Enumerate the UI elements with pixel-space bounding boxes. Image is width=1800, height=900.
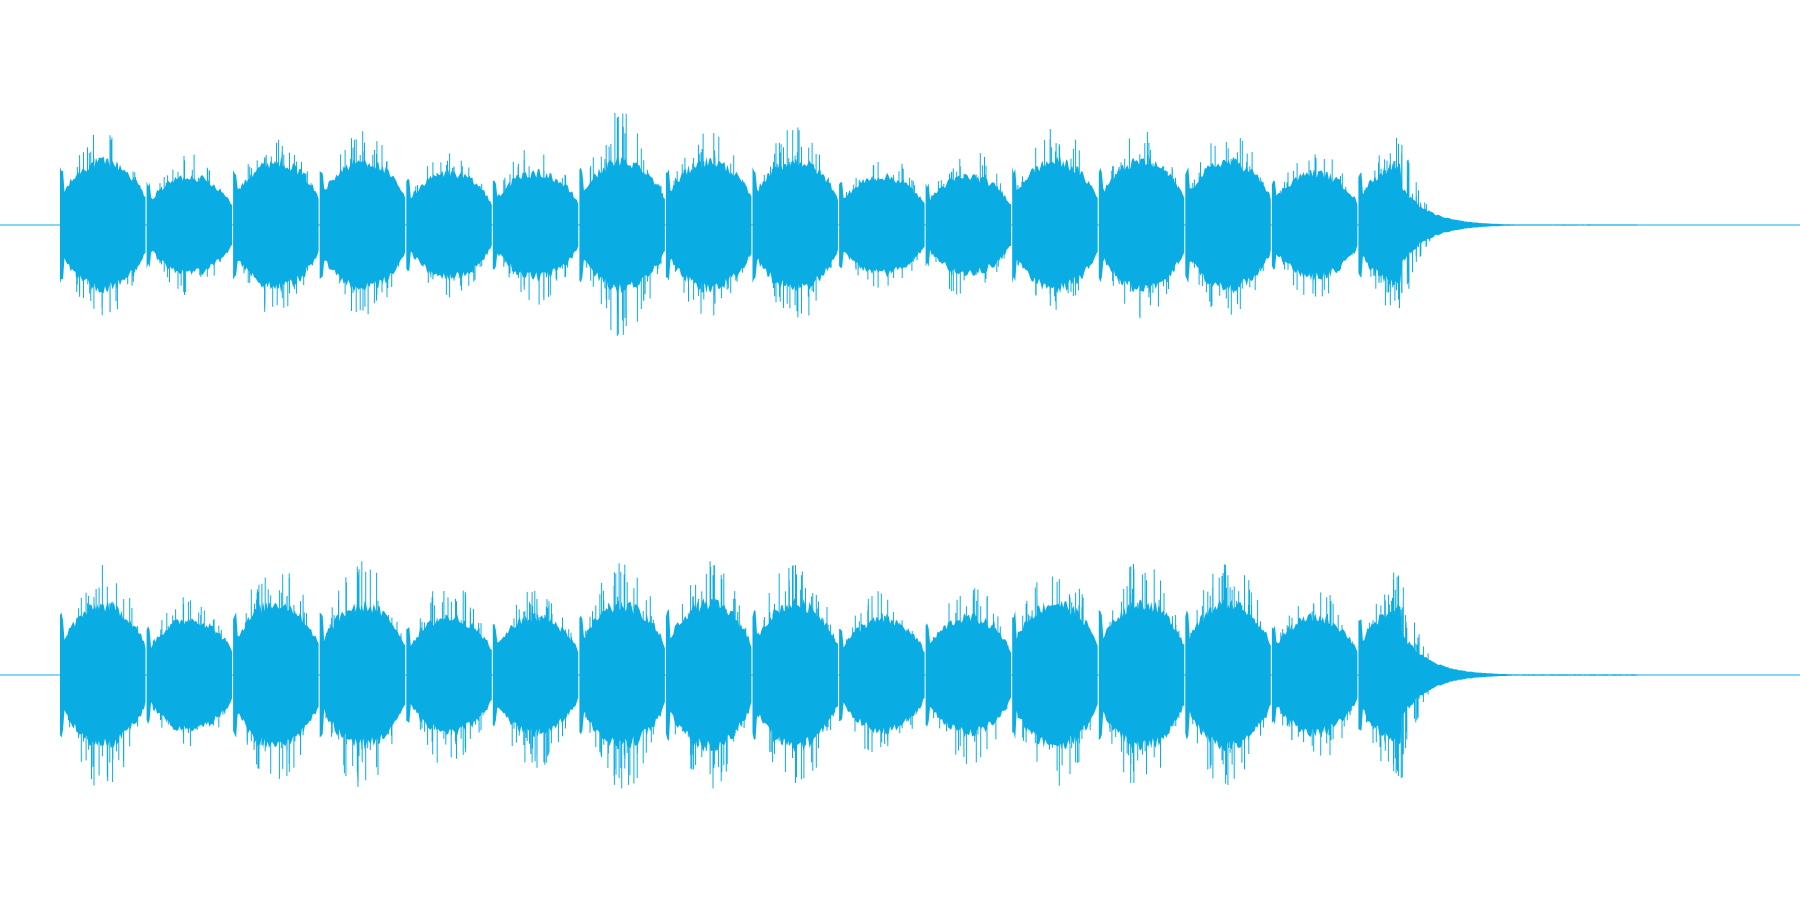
waveform-burst [665,133,752,316]
waveform-burst [492,150,579,305]
waveform-burst [1358,137,1638,309]
waveform-burst [60,565,146,786]
waveform-burst [752,127,838,318]
waveform-channel-top [0,112,1800,336]
waveform-burst [925,153,1012,295]
waveform-burst [925,588,1012,764]
waveform-burst [60,134,146,316]
waveform-burst [492,590,579,768]
waveform-burst [839,162,925,288]
waveform-burst [1012,576,1098,786]
waveform-burst [1185,138,1271,315]
waveform-burst [319,561,406,787]
waveform-envelope [233,156,319,294]
waveform-envelope [1098,599,1185,751]
waveform-burst [839,591,925,752]
waveform-envelope [1012,600,1098,750]
waveform-burst [752,565,838,783]
waveform-burst [1098,132,1185,319]
waveform-envelope [406,169,492,281]
waveform-burst [579,563,665,789]
waveform-burst [1012,129,1098,310]
waveform-envelope [1271,613,1358,737]
waveform-burst [665,561,752,789]
waveform-burst [1271,154,1358,297]
waveform-burst [233,573,319,779]
waveform-burst [146,154,233,295]
waveform-burst [233,140,319,312]
waveform-burst [406,590,492,763]
waveform-burst [406,153,492,298]
waveform-envelope [665,598,752,752]
waveform-burst [579,112,665,336]
waveform-envelope [665,156,752,294]
waveform-burst [1358,572,1638,779]
waveform-burst [1185,564,1271,785]
waveform-burst [146,597,233,747]
waveform-envelope [925,174,1012,276]
waveform-envelope [1358,605,1638,745]
waveform-burst [1098,564,1185,783]
waveform-envelope [1358,162,1638,288]
waveform-envelope [60,156,146,294]
waveform-burst [319,131,406,315]
waveform-burst [1271,592,1358,756]
waveform-channel-bottom [0,561,1800,789]
